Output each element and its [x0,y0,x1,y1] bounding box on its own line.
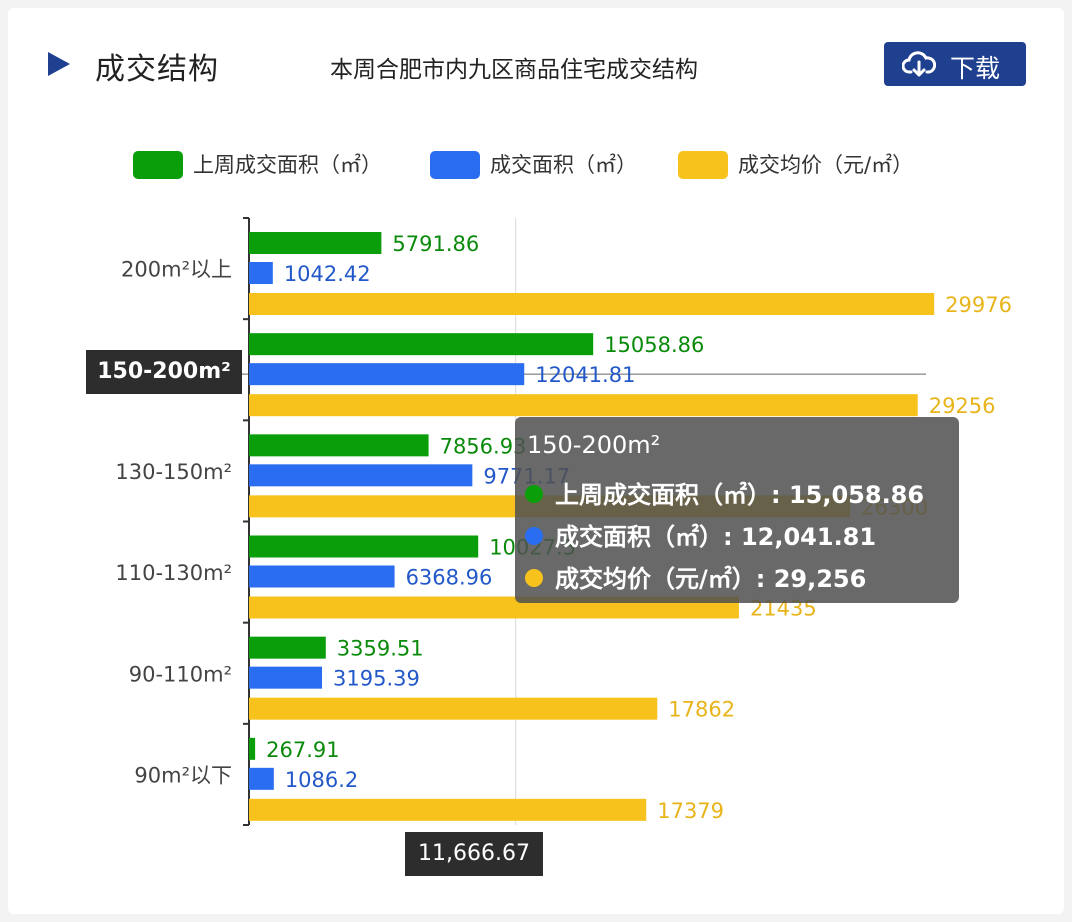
tooltip-row-text: 成交均价（元/㎡）: 29,256 [555,565,867,593]
data-label: 3359.51 [337,637,424,661]
tooltip: 150-200m² 上周成交面积（㎡）: 15,058.86 成交面积（㎡）: … [515,417,959,603]
legend-swatch [430,151,480,179]
legend-label: 成交面积（㎡） [490,153,637,177]
y-tick-label: 130-150m² [115,460,232,484]
bar [249,333,594,356]
bar [249,666,323,689]
bar [249,434,429,457]
download-label: 下载 [950,55,1001,83]
data-label: 29976 [945,293,1012,317]
data-label: 15058.86 [604,333,704,357]
tooltip-row-text: 上周成交面积（㎡）: 15,058.86 [555,481,925,509]
section-triangle-icon [48,52,70,76]
legend: 上周成交面积（㎡） 成交面积（㎡） 成交均价（元/㎡） [0,146,1072,186]
bar [249,363,525,386]
data-label: 1086.2 [285,768,358,792]
legend-swatch [678,151,728,179]
y-tick-label: 110-130m² [115,561,232,585]
data-label: 6368.96 [406,566,493,590]
download-button[interactable]: 下载 [884,42,1026,86]
data-label: 267.91 [266,738,339,762]
bar [249,464,473,487]
y-tick-label: 90m²以下 [134,763,232,787]
tooltip-title: 150-200m² [527,431,661,459]
bar [249,636,326,659]
legend-swatch [133,151,183,179]
bar [249,262,273,284]
bar [249,394,918,417]
data-label: 5791.86 [392,232,479,256]
tooltip-dot [525,485,543,503]
data-label: 1042.42 [284,262,371,286]
chart-title: 本周合肥市内九区商品住宅成交结构 [330,57,698,83]
data-label: 12041.81 [535,363,635,387]
y-tick-label: 90-110m² [129,662,232,686]
tooltip-dot [525,527,543,545]
data-label: 17379 [657,799,724,823]
header: 成交结构 本周合肥市内九区商品住宅成交结构 下载 [0,0,1072,130]
tooltip-row-text: 成交面积（㎡）: 12,041.81 [555,523,877,551]
cloud-download-icon [902,51,936,77]
section-title: 成交结构 [95,52,219,87]
bar [249,232,382,254]
y-tick-label: 200m²以上 [121,258,232,282]
bar [249,293,935,315]
data-label: 3195.39 [333,667,420,691]
data-label: 17862 [668,698,735,722]
bar [249,535,479,558]
category-pointer-label: 150-200m² [86,350,242,394]
legend-label: 上周成交面积（㎡） [193,153,382,177]
data-label: 7856.93 [440,434,527,458]
tooltip-dot [525,569,543,587]
data-label: 29256 [929,394,996,418]
axis-pointer-label: 11,666.67 [405,832,543,876]
bar [249,798,647,821]
bar [249,565,395,588]
bar [249,767,274,790]
legend-label: 成交均价（元/㎡） [738,153,914,177]
bar [249,697,658,720]
bar [249,737,256,760]
